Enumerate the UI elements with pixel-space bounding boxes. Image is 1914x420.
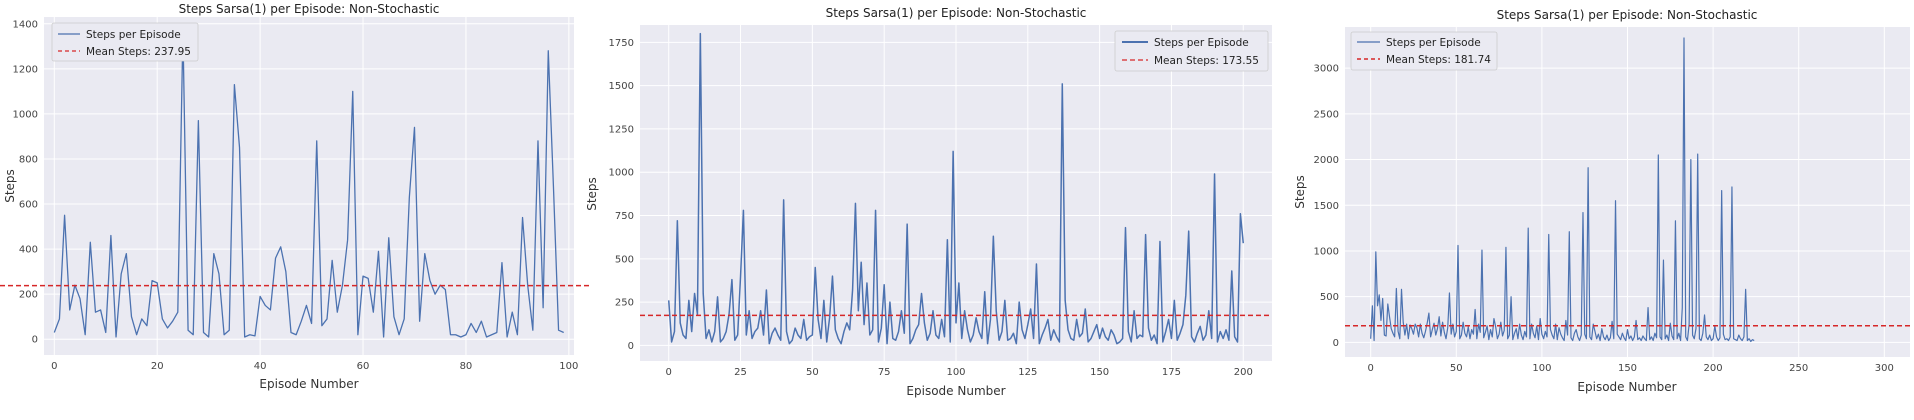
- y-tick-label: 200: [19, 290, 38, 301]
- x-tick-label: 60: [357, 361, 370, 372]
- x-tick-label: 150: [1618, 363, 1637, 374]
- y-tick-label: 1000: [1314, 246, 1339, 257]
- y-tick-label: 1000: [13, 109, 38, 120]
- legend-mean-label: Mean Steps: 181.74: [1386, 54, 1491, 66]
- legend-mean-label: Mean Steps: 237.95: [86, 46, 191, 58]
- y-axis-label: Steps: [3, 169, 17, 203]
- x-tick-label: 0: [1367, 363, 1373, 374]
- y-tick-label: 1500: [1314, 201, 1339, 212]
- x-tick-label: 300: [1875, 363, 1894, 374]
- chart-sarsa-300-episodes: 0 50 100 150 200 250 3000500100015002000250030…: [1293, 8, 1910, 394]
- x-tick-label: 100: [946, 367, 965, 378]
- y-tick-label: 1250: [609, 124, 634, 135]
- y-tick-label: 500: [1320, 292, 1339, 303]
- x-tick-label: 175: [1162, 367, 1181, 378]
- x-tick-label: 40: [254, 361, 267, 372]
- x-tick-label: 200: [1704, 363, 1723, 374]
- x-tick-label: 50: [1450, 363, 1463, 374]
- x-tick-label: 75: [878, 367, 891, 378]
- series-line-steps-per-episode: [53, 29, 564, 338]
- y-tick-label: 1400: [13, 19, 38, 30]
- legend: Steps per Episode Mean Steps: 181.74: [1350, 31, 1498, 71]
- x-axis-label: Episode Number: [906, 384, 1005, 398]
- x-tick-label: 0: [51, 361, 57, 372]
- x-tick-label: 80: [460, 361, 473, 372]
- y-tick-label: 0: [1333, 338, 1339, 349]
- x-tick-label: 100: [559, 361, 578, 372]
- legend-mean-label: Mean Steps: 173.55: [1154, 55, 1259, 67]
- y-tick-label: 250: [615, 298, 634, 309]
- y-axis-label: Steps: [1293, 175, 1307, 209]
- legend: Steps per Episode Mean Steps: 173.55: [1114, 30, 1269, 72]
- x-tick-label: 0: [666, 367, 672, 378]
- x-axis-label: Episode Number: [259, 377, 358, 391]
- y-tick-label: 750: [615, 211, 634, 222]
- plot-area: [44, 17, 574, 355]
- chart-title: Steps Sarsa(1) per Episode: Non-Stochast…: [1497, 8, 1758, 22]
- y-tick-label: 0: [628, 341, 634, 352]
- x-tick-label: 20: [151, 361, 164, 372]
- chart-title: Steps Sarsa(1) per Episode: Non-Stochast…: [826, 6, 1087, 20]
- chart-sarsa-200-episodes: 0 25 50 75 100 125 150 175 200 0 250 500 750 1000 1250…: [585, 6, 1272, 398]
- y-tick-label: 500: [615, 254, 634, 265]
- x-tick-label: 50: [806, 367, 819, 378]
- y-tick-label: 1750: [609, 38, 634, 49]
- y-tick-label: 1500: [609, 81, 634, 92]
- chart-title: Steps Sarsa(1) per Episode: Non-Stochast…: [179, 2, 440, 16]
- y-tick-label: 600: [19, 200, 38, 211]
- x-tick-label: 200: [1234, 367, 1253, 378]
- y-tick-label: 2500: [1314, 109, 1339, 120]
- y-tick-label: 3000: [1314, 64, 1339, 75]
- y-tick-label: 1000: [609, 168, 634, 179]
- y-tick-label: 1200: [13, 64, 38, 75]
- x-tick-label: 100: [1532, 363, 1551, 374]
- legend-box: [51, 22, 199, 62]
- x-tick-label: 250: [1789, 363, 1808, 374]
- x-tick-label: 25: [734, 367, 747, 378]
- y-axis-label: Steps: [585, 177, 599, 211]
- x-tick-label: 150: [1090, 367, 1109, 378]
- x-tick-label: 125: [1018, 367, 1037, 378]
- y-tick-label: 400: [19, 245, 38, 256]
- y-tick-label: 800: [19, 154, 38, 165]
- legend-series-label: Steps per Episode: [1154, 37, 1249, 49]
- legend: Steps per Episode Mean Steps: 237.95: [51, 22, 199, 62]
- y-tick-label: 2000: [1314, 155, 1339, 166]
- y-tick-label: 0: [32, 335, 38, 346]
- series-line-steps-per-episode: [667, 32, 1245, 345]
- series-line-steps-per-episode: [1370, 37, 1755, 343]
- legend-box: [1350, 31, 1498, 71]
- legend-box: [1114, 30, 1269, 72]
- legend-series-label: Steps per Episode: [1386, 37, 1481, 49]
- legend-series-label: Steps per Episode: [86, 29, 181, 41]
- x-axis-label: Episode Number: [1577, 380, 1676, 394]
